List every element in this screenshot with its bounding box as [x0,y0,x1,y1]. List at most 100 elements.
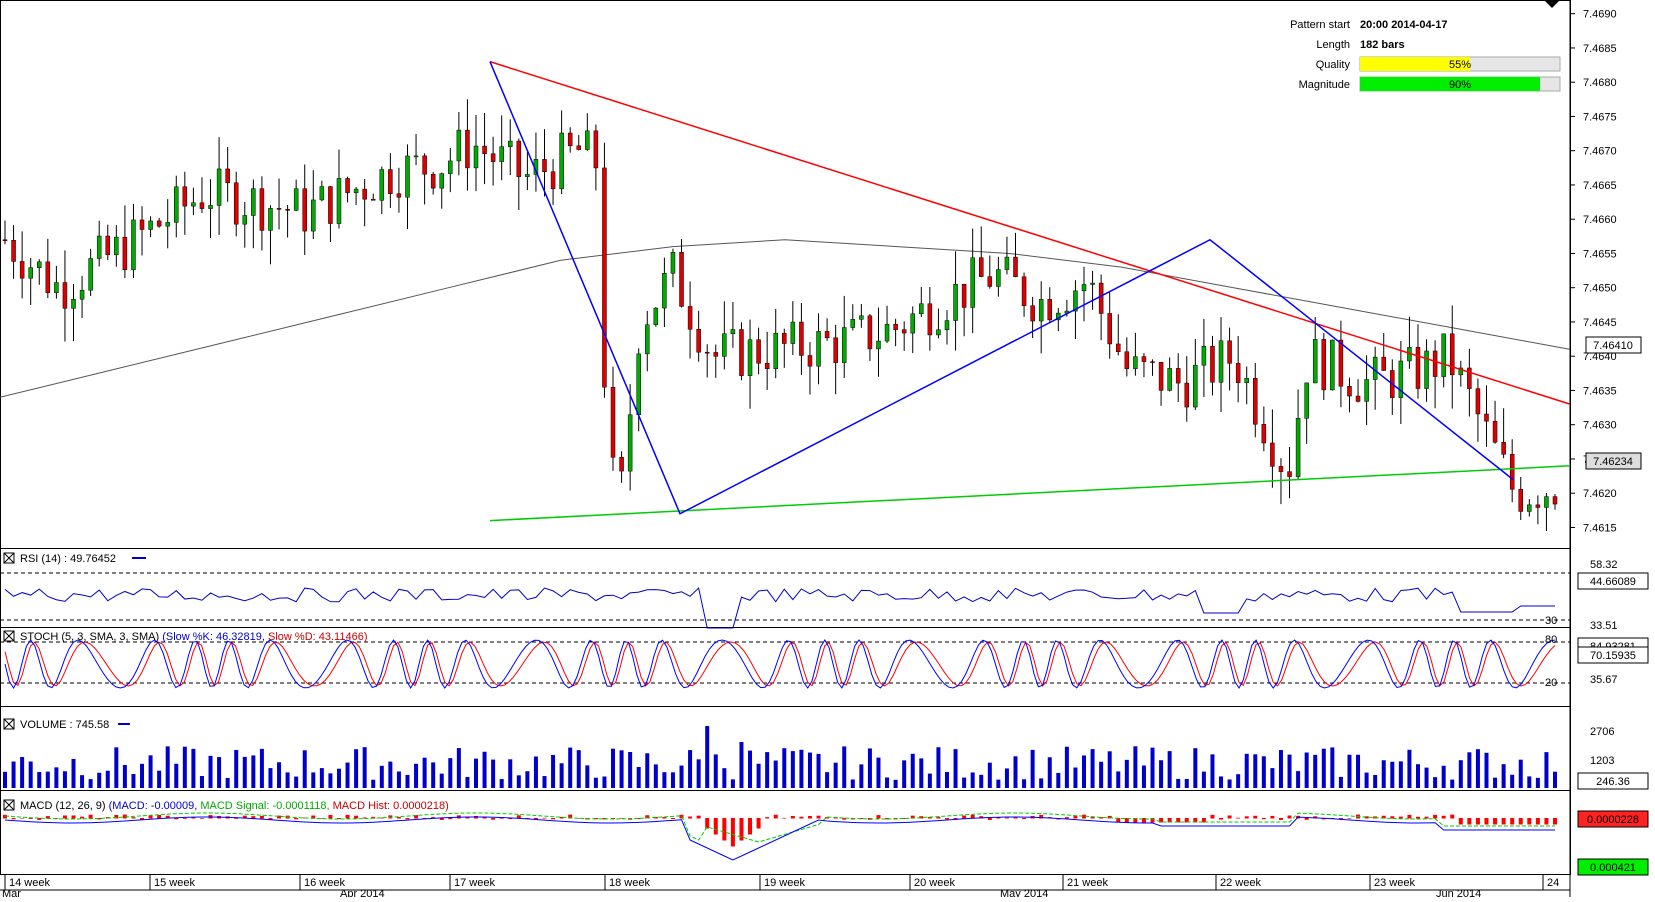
macd-hist-bar [525,818,530,819]
candle-body [1518,489,1523,512]
candle-body [1158,361,1164,391]
candle-body [1458,367,1464,376]
candle-body [413,155,419,158]
macd-hist-bar [71,815,76,819]
volume-bar [842,746,847,788]
volume-bar [499,779,504,788]
candle-body [362,188,367,200]
candle-body [345,178,350,194]
volume-bar [996,779,1001,788]
macd-hist-bar [439,818,444,820]
candle-body [1330,339,1335,391]
macd-hist-bar [885,818,890,820]
rsi-level-30: 30 [1545,615,1557,627]
resistance-line [489,60,1571,405]
macd-hist-bar [859,818,864,820]
volume-bar [730,779,735,788]
volume-badge [1577,772,1649,790]
volume-bar [396,771,401,788]
macd-hist-bar [1304,818,1309,820]
volume-bar [867,748,872,788]
volume-bar [576,750,581,788]
magnitude-bar-fill [1360,77,1540,91]
volume-bar [1493,777,1498,788]
rsi-title: RSI (14) : 49.76452 [20,553,116,565]
macd-hist-bar [636,818,641,820]
macd-hist-bar [1450,814,1455,819]
candle-body [1107,313,1112,345]
volume-bar [1527,776,1532,788]
candle-body [1038,299,1044,322]
candle-body [867,315,873,350]
volume-bar [491,759,496,788]
week-label: 15 week [154,877,195,889]
macd-hist-bar [242,815,247,819]
macd-hist-bar [936,816,941,819]
rsi-header[interactable]: RSI (14) : 49.76452 [3,552,146,565]
volume-bar [3,771,7,788]
candle-body [525,174,530,177]
candle-body [71,298,76,309]
price-tick-label: 7.4640 [1583,351,1617,363]
macd-hist-bar [1518,818,1523,825]
candle-body [550,171,556,190]
candle-body [961,284,967,308]
price-tick-label: 7.4635 [1583,385,1617,397]
volume-bar [953,749,958,788]
candle-body [1449,333,1455,376]
macd-hist-bar [705,818,710,829]
macd-hist-bar [773,814,778,819]
macd-hist-bar [1159,818,1164,823]
macd-hist-bar [816,815,821,819]
length-label: Length [1316,39,1350,51]
macd-header[interactable]: MACD (12, 26, 9) (MACD: -0.00009, MACD S… [3,799,449,812]
price-tick-label: 7.4615 [1583,522,1617,534]
volume-bar [1347,754,1352,788]
candle-body [610,387,616,458]
candle-body [799,321,804,356]
volume-bar [1338,776,1343,788]
volume-bar [936,747,941,788]
triangle-pattern [489,60,1571,522]
macd-hist-bar [45,816,50,819]
candle-body [833,337,838,363]
candle-body [679,252,684,307]
macd-hist-bar [1458,818,1463,825]
macd-hist-bar [1219,818,1224,820]
candle-body [782,332,787,344]
candle-body [739,329,744,376]
price-tick-label: 7.4655 [1583,248,1617,260]
volume-bar [1364,772,1369,788]
candle-body [336,178,342,224]
candle-body [1355,395,1361,402]
price-axis: 7.4690 7.4685 7.4680 7.4675 7.4670 7.4665 7.46… [1570,9,1617,534]
macd-hist-bar [1278,818,1283,820]
macd-hist-bar [1433,814,1438,819]
macd-hist-bar [782,817,787,819]
week-label: 19 week [764,877,805,889]
candle-body [790,321,796,344]
stoch-title: STOCH (5, 3, SMA, 3, SMA) [20,631,162,643]
macd-hist-bar [568,814,573,819]
volume-bar [1253,754,1258,788]
candle-body [1321,339,1327,391]
candle-body [105,235,111,256]
candle-body [439,173,444,189]
volume-header[interactable]: VOLUME : 745.58 [3,718,130,731]
candle-body [2,239,8,241]
stoch-header[interactable]: STOCH (5, 3, SMA, 3, SMA) (Slow %K: 46.3… [3,630,367,643]
candle-body [876,340,881,350]
volume-bar [1415,764,1420,788]
volume-bar [11,761,16,788]
volume-title: VOLUME : 745.58 [20,719,109,731]
volume-bar [422,757,427,788]
volume-bar [919,758,924,788]
candle-body [328,186,333,224]
macd-hist-bar [1544,818,1549,825]
volume-bar [448,758,453,788]
macd-hist-bar [825,817,830,819]
volume-bar [1150,747,1155,788]
menu-arrow-icon[interactable] [1544,0,1560,8]
volume-bar [208,755,213,788]
